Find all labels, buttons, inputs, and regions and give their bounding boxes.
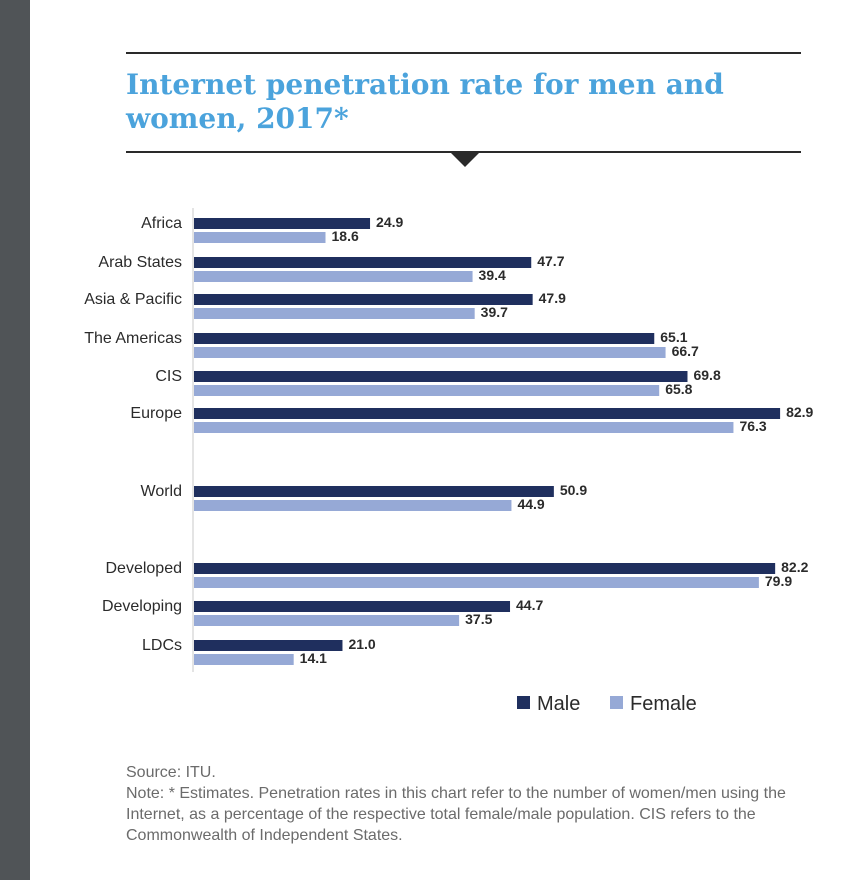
category-label-world: World	[141, 483, 183, 500]
bar-female-cis	[194, 385, 660, 396]
legend-label-female: Female	[630, 693, 697, 715]
value-label-female-the-americas: 66.7	[672, 343, 699, 359]
value-label-male-asia-and-pacific: 47.9	[539, 290, 566, 306]
bar-male-arab-states	[194, 257, 532, 268]
value-label-male-africa: 24.9	[376, 214, 403, 230]
source-note: Source: ITU.	[126, 764, 216, 781]
category-label-africa: Africa	[141, 215, 182, 232]
bar-female-developing	[194, 615, 460, 626]
value-label-female-world: 44.9	[517, 496, 544, 512]
value-label-male-ldcs: 21.0	[348, 636, 375, 652]
title-bottom-rule	[126, 151, 801, 153]
bar-female-arab-states	[194, 271, 473, 282]
title-top-rule	[126, 52, 801, 54]
bar-male-developed	[194, 563, 776, 574]
legend-label-male: Male	[537, 693, 580, 715]
category-label-developing: Developing	[102, 598, 182, 615]
value-label-female-arab-states: 39.4	[479, 267, 506, 283]
bar-male-the-americas	[194, 333, 655, 344]
value-label-male-arab-states: 47.7	[537, 253, 564, 269]
legend-swatch-male	[517, 696, 530, 709]
bar-male-cis	[194, 371, 688, 382]
bar-female-ldcs	[194, 654, 294, 665]
bar-chart: Africa 24.9 18.6 Arab States 47.7 39.4 Asia & …	[84, 208, 814, 715]
bar-female-world	[194, 500, 512, 511]
bar-male-developing	[194, 601, 511, 612]
category-label-europe: Europe	[130, 405, 182, 422]
bar-female-europe	[194, 422, 734, 433]
footnote: Note: * Estimates. Penetration rates in …	[126, 785, 786, 844]
value-label-male-cis: 69.8	[693, 367, 720, 383]
category-label-arab-states: Arab States	[98, 254, 182, 271]
value-label-female-ldcs: 14.1	[300, 650, 327, 666]
bar-female-asia-and-pacific	[194, 308, 475, 319]
value-label-male-the-americas: 65.1	[660, 329, 687, 345]
category-label-asia-and-pacific: Asia & Pacific	[84, 291, 182, 308]
bar-male-ldcs	[194, 640, 343, 651]
value-label-male-europe: 82.9	[786, 404, 813, 420]
value-label-male-developing: 44.7	[516, 597, 543, 613]
value-label-female-africa: 18.6	[332, 228, 359, 244]
value-label-female-asia-and-pacific: 39.7	[481, 304, 508, 320]
chart-title: Internet penetration rate for men and wo…	[126, 68, 724, 135]
category-label-developed: Developed	[106, 560, 183, 577]
value-label-male-developed: 82.2	[781, 559, 808, 575]
title-pointer-triangle	[451, 153, 479, 167]
bar-male-asia-and-pacific	[194, 294, 533, 305]
value-label-male-world: 50.9	[560, 482, 587, 498]
category-label-ldcs: LDCs	[142, 637, 182, 654]
category-label-the-americas: The Americas	[84, 330, 182, 347]
value-label-female-cis: 65.8	[665, 381, 692, 397]
value-label-female-developing: 37.5	[465, 611, 492, 627]
bar-female-developed	[194, 577, 759, 588]
category-label-cis: CIS	[155, 368, 182, 385]
bar-male-europe	[194, 408, 781, 419]
bar-male-africa	[194, 218, 371, 229]
value-label-female-developed: 79.9	[765, 573, 792, 589]
bar-female-africa	[194, 232, 326, 243]
value-label-female-europe: 76.3	[739, 418, 766, 434]
page-edge-bar	[0, 0, 30, 880]
legend-swatch-female	[610, 696, 623, 709]
bar-female-the-americas	[194, 347, 666, 358]
bar-male-world	[194, 486, 554, 497]
